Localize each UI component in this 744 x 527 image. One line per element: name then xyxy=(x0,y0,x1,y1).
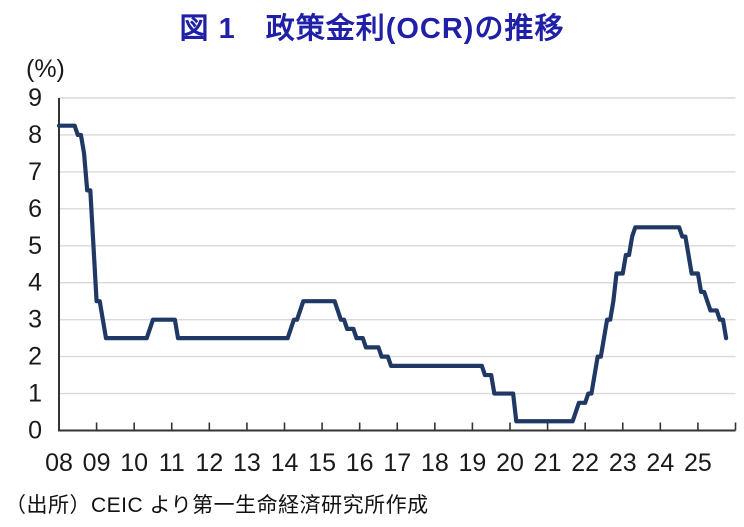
y-tick-label: 6 xyxy=(28,195,42,223)
x-tick-label: 19 xyxy=(459,449,487,477)
x-tick-label: 09 xyxy=(83,449,111,477)
y-axis-unit-label: (%) xyxy=(26,55,65,83)
chart-title: 図 1 政策金利(OCR)の推移 xyxy=(179,13,565,45)
y-tick-label: 4 xyxy=(28,269,42,297)
x-tick-label: 21 xyxy=(534,449,562,477)
y-axis-labels: 0 1 2 3 4 5 6 7 8 9 xyxy=(28,84,42,445)
y-tick-label: 0 xyxy=(28,417,42,445)
x-tick-label: 23 xyxy=(609,449,637,477)
x-axis-ticks xyxy=(58,422,737,431)
y-tick-label: 1 xyxy=(28,380,42,408)
x-tick-label: 20 xyxy=(496,449,524,477)
ocr-rate-series-line xyxy=(56,123,729,424)
x-tick-label: 17 xyxy=(383,449,411,477)
x-tick-label: 12 xyxy=(195,449,223,477)
source-note: （出所）CEIC より第一生命経済研究所作成 xyxy=(5,494,429,517)
x-tick-label: 13 xyxy=(233,449,261,477)
x-tick-label: 16 xyxy=(346,449,374,477)
x-tick-label: 14 xyxy=(271,449,299,477)
x-tick-label: 18 xyxy=(421,449,449,477)
y-tick-label: 7 xyxy=(28,158,42,186)
x-tick-label: 25 xyxy=(684,449,712,477)
x-tick-label: 15 xyxy=(308,449,336,477)
y-tick-label: 3 xyxy=(28,306,42,334)
x-tick-label: 10 xyxy=(120,449,148,477)
y-gridlines xyxy=(59,97,736,395)
x-tick-label: 08 xyxy=(45,449,73,477)
y-tick-label: 8 xyxy=(28,121,42,149)
x-axis-labels: 08 09 10 11 12 13 14 15 16 17 18 19 20 21 22 23 24 25 xyxy=(45,449,712,477)
axis-lines xyxy=(58,98,736,432)
x-tick-label: 22 xyxy=(571,449,599,477)
y-tick-label: 5 xyxy=(28,232,42,260)
x-tick-label: 24 xyxy=(646,449,674,477)
y-tick-label: 2 xyxy=(28,343,42,371)
x-tick-label: 11 xyxy=(159,449,185,477)
y-tick-label: 9 xyxy=(28,84,42,112)
